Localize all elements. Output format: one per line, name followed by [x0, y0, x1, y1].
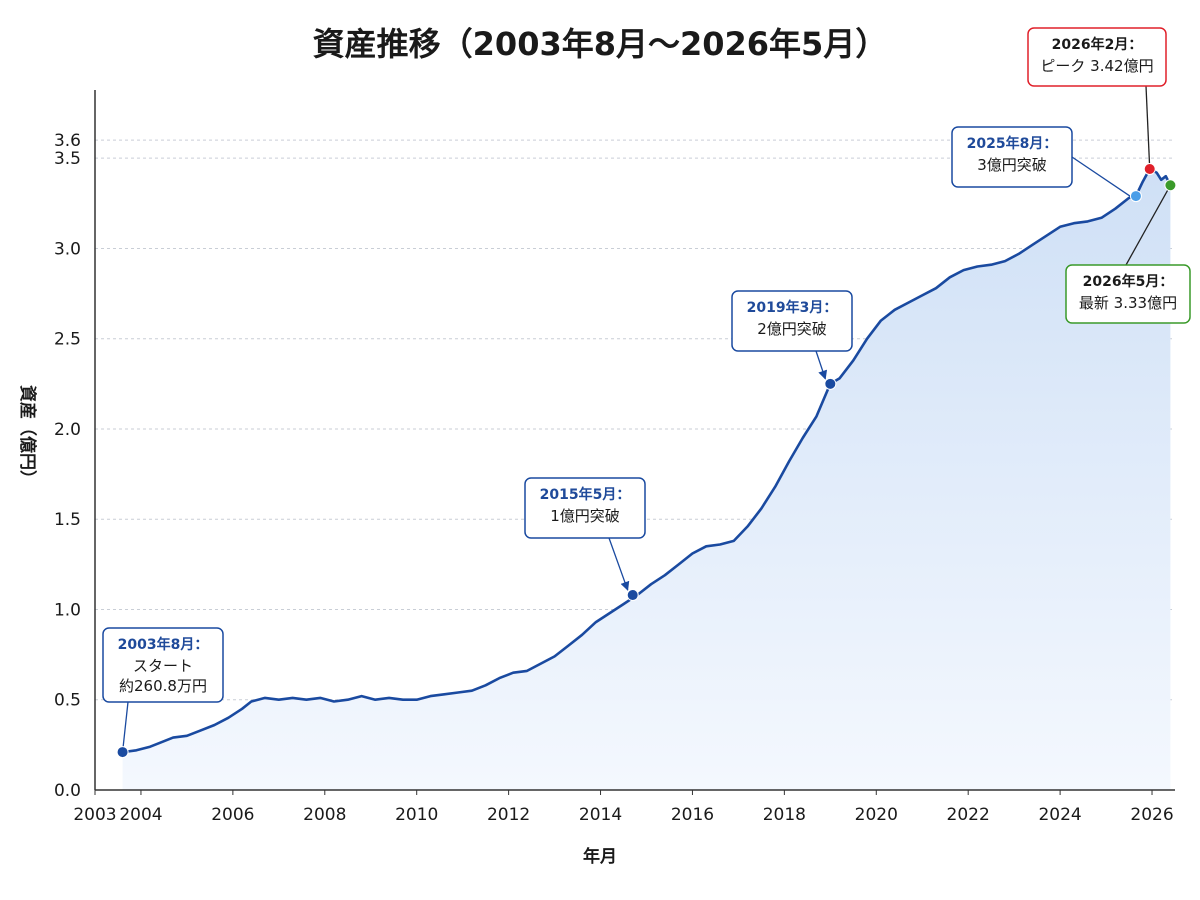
- annotation-box: [951, 126, 1073, 188]
- x-axis-label: 年月: [583, 846, 617, 867]
- y-tick-labels: 0.0 0.5 1.0 1.5 2.0 2.5 3.0 3.53.6: [54, 131, 81, 801]
- annotation-latest: 2026年5月： 最新 3.33億円: [1065, 179, 1191, 324]
- annotation-oku3: 2025年8月： 3億円突破: [951, 126, 1142, 203]
- y-tick-label: 3.6: [54, 131, 81, 151]
- x-tick-labels: 2003 2004 2006 2008 2010 2012 2014 2016 2018 2020…: [73, 805, 1173, 825]
- annotation-box: [731, 290, 853, 352]
- annotation-title: 2026年2月：: [1052, 36, 1143, 53]
- y-tick-label: 0.5: [54, 691, 81, 711]
- annotation-connector: [121, 701, 129, 753]
- annotation-box: [102, 627, 224, 703]
- annotation-point: [1143, 163, 1156, 176]
- y-tick-label: 1.0: [54, 600, 81, 620]
- y-tick-label: 2.5: [54, 330, 81, 350]
- x-tick-label: 2010: [395, 805, 438, 825]
- annotation-point: [824, 377, 837, 390]
- x-tick-label: 2012: [487, 805, 530, 825]
- annotation-text: 2億円突破: [757, 320, 827, 338]
- area-fill: [122, 169, 1171, 790]
- y-tick-label: 3.0: [54, 239, 81, 259]
- chart-title: 資産推移（2003年8月〜2026年5月）: [313, 25, 888, 63]
- annotation-text: 最新 3.33億円: [1079, 294, 1177, 312]
- x-tick-label: 2008: [303, 805, 346, 825]
- x-tick-label: 2004: [119, 805, 162, 825]
- x-tick-label: 2018: [763, 805, 806, 825]
- annotation-oku2: 2019年3月： 2億円突破: [731, 290, 853, 390]
- annotation-text: 3億円突破: [977, 156, 1047, 174]
- x-tick-label: 2006: [211, 805, 254, 825]
- annotation-title: 2003年8月：: [118, 636, 209, 653]
- y-tick-label: 3.5: [54, 149, 81, 169]
- annotation-title: 2026年5月：: [1083, 273, 1174, 290]
- annotation-connector: [608, 537, 630, 591]
- annotation-text: 約260.8万円: [119, 677, 207, 695]
- y-tick-label: 1.5: [54, 510, 81, 530]
- annotation-title: 2015年5月：: [540, 486, 631, 503]
- annotation-title: 2019年3月：: [747, 299, 838, 316]
- annotation-connector: [1145, 85, 1151, 170]
- annotation-connector: [1071, 156, 1131, 197]
- annotation-title: 2025年8月：: [967, 135, 1058, 152]
- y-tick-label: 0.0: [54, 781, 81, 801]
- x-tick-label: 2022: [947, 805, 990, 825]
- annotation-box: [1065, 264, 1191, 324]
- x-tick-label: 2020: [855, 805, 898, 825]
- axes: [94, 90, 1175, 795]
- annotation-point: [1129, 190, 1142, 203]
- annotation-connector: [815, 350, 828, 380]
- annotation-text: 1億円突破: [550, 507, 620, 525]
- x-tick-label: 2026: [1130, 805, 1173, 825]
- annotation-connector: [1125, 184, 1171, 266]
- annotation-box: [524, 477, 646, 539]
- annotation-box: [1027, 27, 1167, 87]
- annotation-point: [1164, 179, 1177, 192]
- y-tick-label: 2.0: [54, 420, 81, 440]
- annotation-point: [116, 746, 129, 759]
- asset-line: [122, 167, 1172, 754]
- area-layer: [122, 167, 1172, 790]
- annotation-text: スタート: [133, 657, 193, 675]
- y-axis-label: 資産（億円）: [17, 385, 38, 487]
- annotation-point: [626, 589, 639, 602]
- x-tick-label: 2014: [579, 805, 622, 825]
- annotation-oku1: 2015年5月： 1億円突破: [524, 477, 646, 602]
- annotation-text: ピーク 3.42億円: [1040, 57, 1153, 75]
- x-tick-label: 2024: [1038, 805, 1081, 825]
- x-tick-label: 2016: [671, 805, 714, 825]
- annotation-peak: 2026年2月： ピーク 3.42億円: [1027, 27, 1167, 176]
- x-tick-label: 2003: [73, 805, 116, 825]
